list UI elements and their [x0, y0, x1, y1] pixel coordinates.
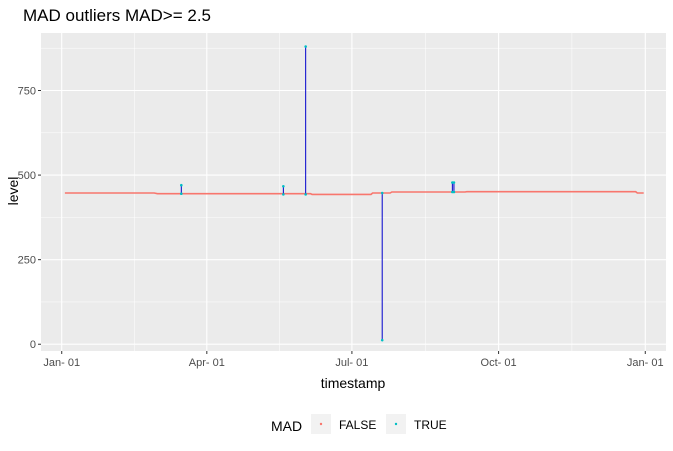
anomaly-point — [282, 184, 285, 188]
legend-dot-true — [394, 422, 398, 426]
y-axis-ticks: 0 250 500 750 — [18, 86, 41, 351]
y-tick-label: 0 — [30, 339, 36, 351]
anomaly-point — [452, 190, 456, 194]
anomaly-point — [282, 193, 285, 196]
anomaly-point — [180, 192, 183, 195]
legend: MAD FALSE TRUE — [271, 414, 447, 434]
x-tick-label: Oct- 01 — [481, 357, 517, 369]
chart-title: MAD outliers MAD>= 2.5 — [23, 6, 211, 25]
x-tick-label: Jul- 01 — [335, 357, 368, 369]
major-gridlines — [41, 33, 666, 351]
minor-gridlines — [41, 33, 666, 351]
x-axis-title: timestamp — [321, 375, 386, 391]
anomaly-point — [380, 191, 384, 195]
x-axis-ticks: Jan- 01 Apr- 01 Jul- 01 Oct- 01 Jan- 01 — [43, 351, 664, 369]
anomaly-layer — [180, 45, 456, 342]
x-tick-label: Jan- 01 — [43, 357, 80, 369]
legend-title: MAD — [271, 418, 302, 434]
y-tick-label: 500 — [18, 170, 36, 182]
anomaly-point — [452, 181, 456, 184]
anomaly-point — [304, 45, 307, 48]
anomaly-point — [180, 183, 183, 187]
x-tick-label: Jan- 01 — [627, 357, 664, 369]
anomaly-point — [304, 193, 307, 196]
legend-label-true: TRUE — [414, 418, 447, 432]
x-tick-label: Apr- 01 — [189, 357, 225, 369]
y-tick-label: 250 — [18, 255, 36, 267]
y-tick-label: 750 — [18, 86, 36, 98]
y-axis-title: level — [5, 177, 21, 206]
legend-dot-false — [319, 422, 323, 426]
legend-label-false: FALSE — [339, 418, 376, 432]
anomaly-point — [380, 338, 384, 342]
